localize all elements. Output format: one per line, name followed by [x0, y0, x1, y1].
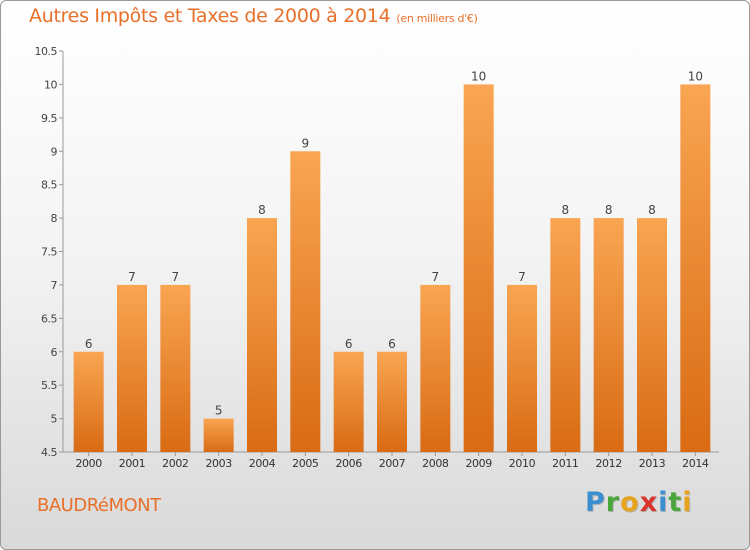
data-label-2002: 7	[172, 270, 180, 284]
x-tick-label-2006: 2006	[335, 457, 362, 470]
x-tick-label-2005: 2005	[292, 457, 319, 470]
bar-2008	[420, 284, 451, 452]
logo-letter: i	[682, 487, 693, 518]
logo-letter: r	[605, 487, 621, 518]
y-tick-label: 5	[51, 413, 58, 426]
y-tick-label: 8	[51, 212, 58, 225]
chart-subtitle: (en milliers d'€)	[396, 12, 478, 25]
data-label-2005: 9	[302, 136, 310, 150]
data-label-2000: 6	[85, 337, 93, 351]
x-tick-label-2007: 2007	[379, 457, 406, 470]
bar-2007	[377, 351, 407, 452]
chart-title: Autres Impôts et Taxes de 2000 à 2014 (en…	[29, 5, 478, 27]
x-tick-label-2009: 2009	[465, 457, 492, 470]
location-name: BAUDRéMONT	[37, 495, 161, 516]
bar-2009	[463, 84, 494, 453]
logo-letter: t	[668, 487, 683, 518]
bar-2001	[117, 284, 147, 452]
y-tick-label: 6.5	[41, 312, 57, 325]
title-text: Autres Impôts et Taxes de 2000 à 2014	[29, 5, 391, 27]
x-tick-label-2014: 2014	[682, 457, 709, 470]
proxiti-logo: Proxiti	[585, 487, 693, 518]
y-tick-label: 8.5	[41, 179, 57, 192]
bar-2011	[550, 218, 581, 452]
data-label-2001: 7	[128, 270, 136, 284]
bar-2002	[160, 284, 191, 452]
x-tick-label-2001: 2001	[119, 457, 145, 470]
y-tick-label: 9	[51, 145, 58, 158]
bar-2013	[637, 218, 667, 452]
x-tick-label-2004: 2004	[249, 457, 276, 470]
y-tick-label: 5.5	[41, 379, 57, 392]
y-tick-label: 7	[51, 279, 58, 292]
x-tick-label-2008: 2008	[422, 457, 449, 470]
x-tick-label-2011: 2011	[552, 457, 578, 470]
y-tick-label: 7.5	[41, 246, 57, 259]
data-label-2013: 8	[648, 203, 656, 217]
data-label-2011: 8	[562, 203, 570, 217]
x-tick-label-2013: 2013	[639, 457, 666, 470]
x-tick-label-2002: 2002	[162, 457, 188, 470]
logo-letter: x	[639, 487, 659, 518]
x-tick-label-2003: 2003	[205, 457, 232, 470]
chart-labels: 6 2000 7 2001 7 2002 5 2003 8 2004 9 2005 6 2006 6 2007…	[75, 69, 709, 470]
y-tick-label: 10	[44, 78, 57, 91]
chart-bars	[73, 84, 711, 453]
bar-2005	[290, 151, 321, 452]
bar-2000	[73, 351, 104, 452]
logo-letter: o	[620, 487, 640, 518]
data-label-2004: 8	[258, 203, 266, 217]
y-tick-label: 9.5	[41, 112, 57, 125]
data-label-2009: 10	[471, 69, 486, 83]
x-tick-label-2000: 2000	[75, 457, 102, 470]
data-label-2014: 10	[688, 69, 703, 83]
y-tick-label: 4.5	[41, 446, 57, 459]
y-tick-label: 6	[51, 346, 58, 359]
logo-letter: i	[658, 487, 669, 518]
data-label-2012: 8	[605, 203, 613, 217]
y-tick-label: 10.5	[35, 45, 58, 58]
x-tick-label-2012: 2012	[595, 457, 621, 470]
data-label-2010: 7	[518, 270, 526, 284]
data-label-2008: 7	[432, 270, 440, 284]
bar-2014	[680, 84, 711, 453]
bar-2003	[203, 418, 234, 452]
logo-letter: P	[585, 487, 606, 518]
data-label-2006: 6	[345, 337, 353, 351]
bar-2012	[593, 218, 624, 452]
bar-2004	[247, 218, 277, 452]
data-label-2007: 6	[388, 337, 396, 351]
data-label-2003: 5	[215, 404, 223, 418]
x-tick-label-2010: 2010	[509, 457, 536, 470]
bar-2006	[333, 351, 364, 452]
bar-2010	[507, 284, 537, 452]
